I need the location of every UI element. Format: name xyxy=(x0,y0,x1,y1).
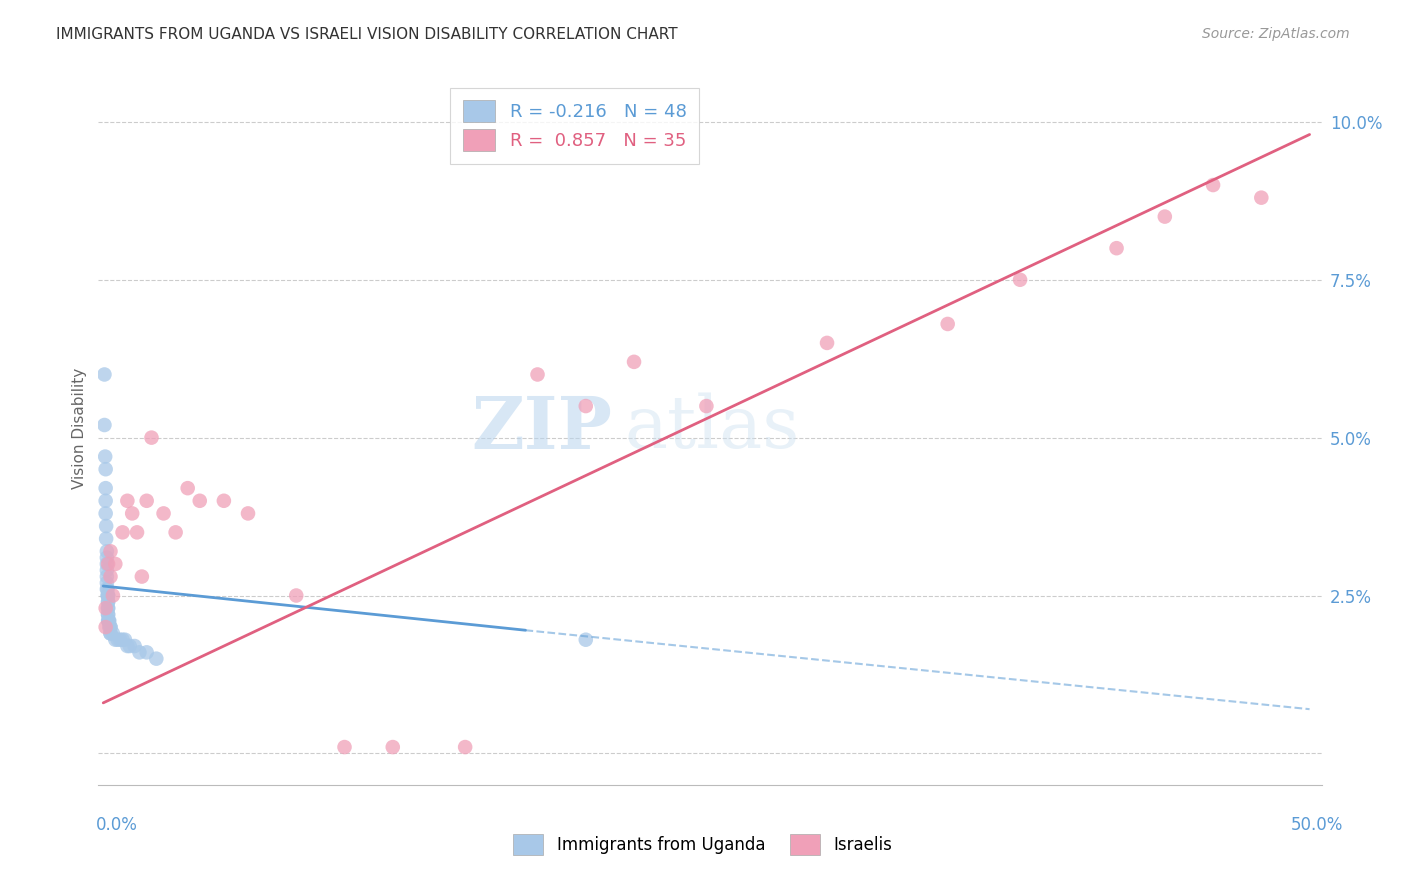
Point xyxy=(100,626,122,640)
Point xyxy=(124,639,146,653)
Point xyxy=(93,368,115,382)
Point xyxy=(94,532,117,546)
Point xyxy=(165,525,187,540)
Point xyxy=(1105,241,1128,255)
Point xyxy=(100,626,122,640)
Point xyxy=(815,335,838,350)
Point xyxy=(100,620,122,634)
Point xyxy=(97,601,120,615)
Point xyxy=(97,595,120,609)
Point xyxy=(97,582,120,597)
Point xyxy=(96,575,118,590)
Point xyxy=(285,589,308,603)
Point xyxy=(131,569,153,583)
Point xyxy=(94,519,117,533)
Text: atlas: atlas xyxy=(624,392,800,464)
Point xyxy=(98,614,121,628)
Point xyxy=(118,639,141,653)
Point xyxy=(97,614,120,628)
Point xyxy=(96,582,118,597)
Point xyxy=(96,550,118,565)
Point xyxy=(97,607,120,622)
Point xyxy=(96,569,118,583)
Point xyxy=(108,632,131,647)
Point xyxy=(141,431,163,445)
Point xyxy=(695,399,717,413)
Point xyxy=(94,507,117,521)
Point xyxy=(98,620,121,634)
Point xyxy=(111,525,134,540)
Point xyxy=(97,589,120,603)
Point xyxy=(100,620,122,634)
Point xyxy=(104,632,127,647)
Point xyxy=(236,507,259,521)
Point xyxy=(96,563,118,577)
Point xyxy=(121,507,143,521)
Point xyxy=(101,626,124,640)
Point xyxy=(176,481,198,495)
Point xyxy=(1010,273,1032,287)
Point xyxy=(212,493,235,508)
Point xyxy=(117,493,139,508)
Point xyxy=(97,614,120,628)
Point xyxy=(381,740,404,755)
Point xyxy=(145,651,167,665)
Point xyxy=(936,317,959,331)
Point xyxy=(97,557,120,571)
Point xyxy=(152,507,174,521)
Point xyxy=(114,632,136,647)
Point xyxy=(94,620,117,634)
Point xyxy=(97,589,120,603)
Point xyxy=(93,417,115,432)
Text: IMMIGRANTS FROM UGANDA VS ISRAELI VISION DISABILITY CORRELATION CHART: IMMIGRANTS FROM UGANDA VS ISRAELI VISION… xyxy=(56,27,678,42)
Y-axis label: Vision Disability: Vision Disability xyxy=(72,368,87,489)
Point xyxy=(526,368,548,382)
Point xyxy=(94,493,117,508)
Text: Source: ZipAtlas.com: Source: ZipAtlas.com xyxy=(1202,27,1350,41)
Point xyxy=(94,462,117,476)
Text: 50.0%: 50.0% xyxy=(1291,816,1343,834)
Point xyxy=(94,481,117,495)
Point xyxy=(100,544,122,558)
Point xyxy=(96,557,118,571)
Point xyxy=(111,632,134,647)
Point xyxy=(100,569,122,583)
Point xyxy=(97,589,120,603)
Text: ZIP: ZIP xyxy=(471,392,612,464)
Point xyxy=(101,589,124,603)
Point xyxy=(107,632,129,647)
Point xyxy=(125,525,148,540)
Point xyxy=(188,493,211,508)
Point xyxy=(575,632,598,647)
Point xyxy=(117,639,139,653)
Point xyxy=(333,740,356,755)
Point xyxy=(1202,178,1225,192)
Text: 0.0%: 0.0% xyxy=(96,816,138,834)
Legend: R = -0.216   N = 48, R =  0.857   N = 35: R = -0.216 N = 48, R = 0.857 N = 35 xyxy=(450,87,699,164)
Point xyxy=(104,557,127,571)
Point xyxy=(623,355,645,369)
Point xyxy=(1153,210,1175,224)
Point xyxy=(97,595,120,609)
Point xyxy=(97,601,120,615)
Point xyxy=(97,607,120,622)
Point xyxy=(94,450,117,464)
Point xyxy=(1250,191,1272,205)
Point xyxy=(135,493,157,508)
Point xyxy=(128,645,150,659)
Legend: Immigrants from Uganda, Israelis: Immigrants from Uganda, Israelis xyxy=(506,828,900,862)
Point xyxy=(575,399,598,413)
Point xyxy=(94,601,117,615)
Point xyxy=(96,544,118,558)
Point xyxy=(97,614,120,628)
Point xyxy=(454,740,477,755)
Point xyxy=(135,645,157,659)
